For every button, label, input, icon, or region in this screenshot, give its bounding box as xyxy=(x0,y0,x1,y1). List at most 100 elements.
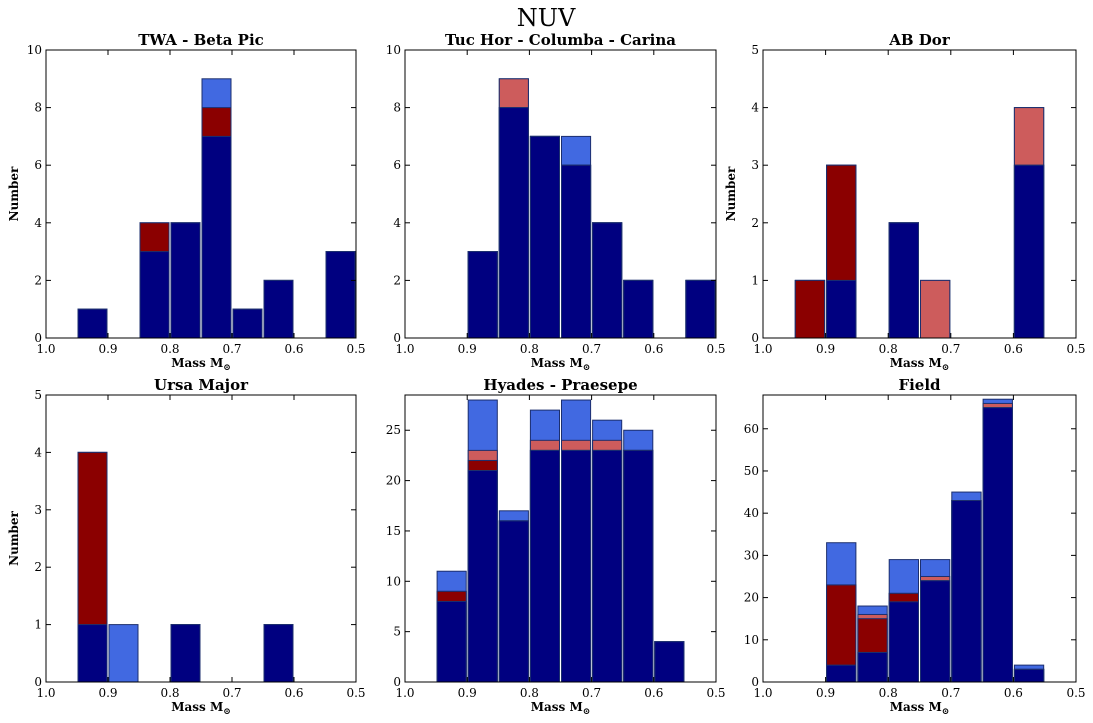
bar-dark xyxy=(561,164,592,339)
y-tick-label: 4 xyxy=(393,216,401,230)
x-tick-label: 0.6 xyxy=(1004,686,1023,700)
axes-frame xyxy=(45,394,357,683)
x-tick-label: 0.5 xyxy=(1066,342,1085,356)
bar-red xyxy=(794,279,826,339)
y-tick-label: 8 xyxy=(34,101,42,115)
x-tick-label: 1.0 xyxy=(753,342,772,356)
y-tick-label: 0 xyxy=(393,331,401,345)
bar-dark xyxy=(592,222,623,339)
y-tick-label: 5 xyxy=(751,43,759,57)
axes-frame xyxy=(762,394,1077,683)
bar-dark xyxy=(623,449,654,683)
panel-3: AB Dor 1.0 0.9 0.8 0.7 0.6 0.5 0 1 2 3 4 5 Mass M⊙ Num… xyxy=(724,31,1086,373)
x-tick-label: 0.7 xyxy=(222,342,241,356)
x-tick-label: 0.5 xyxy=(346,686,365,700)
x-tick-label: 1.0 xyxy=(753,686,772,700)
x-tick-label: 0.6 xyxy=(644,686,663,700)
y-tick-label: 0 xyxy=(751,331,759,345)
bar-dark xyxy=(170,624,201,683)
y-tick-label: 2 xyxy=(34,560,42,574)
y-tick-label: 20 xyxy=(386,474,401,488)
x-axis-label: Mass M⊙ xyxy=(171,356,231,373)
panel-5: Hyades - Praesepe 1.0 0.9 0.8 0.7 0.6 0.5 0 5 10 1… xyxy=(386,376,726,717)
panel-2: Tuc Hor - Columba - Carina 1.0 0.9 0.8 0.7 0.… xyxy=(386,31,726,373)
y-tick-label: 40 xyxy=(744,506,759,520)
y-tick-label: 0 xyxy=(34,675,42,689)
x-tick-label: 0.5 xyxy=(706,342,725,356)
panel-6: Field 1.0 0.9 0.8 0.7 0.6 0.5 0 10 20 30 40 50 60 Mass… xyxy=(744,376,1086,717)
bar-dark xyxy=(263,624,294,683)
y-tick-label: 0 xyxy=(751,675,759,689)
panels: TWA - Beta Pic 1.0 0.9 0.8 0.7 0.6 0.5 0 2 4 6 8 10 M… xyxy=(7,31,1086,717)
x-tick-label: 0.9 xyxy=(458,686,477,700)
x-tick-label: 0.6 xyxy=(644,342,663,356)
x-axis-label: Mass M⊙ xyxy=(531,356,591,373)
x-tick-label: 1.0 xyxy=(395,342,414,356)
y-axis-label: Number xyxy=(724,166,738,221)
x-tick-label: 0.9 xyxy=(98,342,117,356)
bar-dark xyxy=(436,600,467,683)
bar-dark xyxy=(982,407,1013,683)
x-tick-label: 0.8 xyxy=(520,342,539,356)
panel-title: Tuc Hor - Columba - Carina xyxy=(445,31,676,49)
bar-dark xyxy=(561,449,592,683)
y-axis-label: Number xyxy=(7,166,21,221)
x-tick-label: 0.7 xyxy=(941,342,960,356)
bar-dark xyxy=(529,449,561,683)
x-tick-label: 0.5 xyxy=(346,342,365,356)
bar-dark xyxy=(857,651,888,683)
bar-dark xyxy=(920,580,951,683)
x-tick-label: 0.9 xyxy=(98,686,117,700)
axes-frame xyxy=(404,394,717,683)
bar-light-red xyxy=(920,279,951,339)
bar-dark xyxy=(498,107,529,339)
x-tick-label: 0.7 xyxy=(582,342,601,356)
axes-frame xyxy=(45,49,357,339)
y-tick-label: 20 xyxy=(744,591,759,605)
y-tick-label: 10 xyxy=(386,574,401,588)
bar-dark xyxy=(1013,164,1045,339)
x-tick-label: 0.8 xyxy=(520,686,539,700)
bar-dark xyxy=(592,449,623,683)
y-tick-label: 0 xyxy=(34,331,42,345)
x-tick-label: 0.8 xyxy=(879,686,898,700)
y-tick-label: 5 xyxy=(393,625,401,639)
axes-frame xyxy=(404,49,717,339)
x-tick-label: 0.9 xyxy=(458,342,477,356)
x-tick-label: 0.7 xyxy=(941,686,960,700)
bar-dark xyxy=(888,222,920,339)
bar-dark xyxy=(951,500,982,683)
bar-dark xyxy=(201,135,232,339)
x-axis-label: Mass M⊙ xyxy=(531,700,591,717)
bar-dark xyxy=(1013,668,1045,683)
y-tick-label: 2 xyxy=(751,216,759,230)
panel-title: TWA - Beta Pic xyxy=(138,31,264,49)
bar-dark xyxy=(623,279,654,339)
axes-frame xyxy=(762,49,1077,339)
y-tick-label: 50 xyxy=(744,464,759,478)
x-tick-label: 0.9 xyxy=(816,342,835,356)
y-tick-label: 10 xyxy=(744,633,759,647)
bar-dark xyxy=(232,308,263,339)
x-tick-label: 0.6 xyxy=(1004,342,1023,356)
y-tick-label: 10 xyxy=(386,43,401,57)
bar-dark xyxy=(139,251,170,339)
bar-dark xyxy=(467,470,498,683)
bar-dark xyxy=(529,135,561,339)
x-tick-label: 0.8 xyxy=(160,342,179,356)
x-tick-label: 0.6 xyxy=(284,342,303,356)
x-axis-label: Mass M⊙ xyxy=(890,356,950,373)
y-tick-label: 10 xyxy=(27,43,42,57)
bar-dark xyxy=(498,520,529,683)
bar-dark xyxy=(685,279,716,339)
x-tick-label: 0.6 xyxy=(284,686,303,700)
y-tick-label: 25 xyxy=(386,423,401,437)
y-tick-label: 6 xyxy=(393,158,401,172)
bar-total xyxy=(108,624,139,683)
y-tick-label: 30 xyxy=(744,548,759,562)
figure-title: NUV xyxy=(517,4,576,32)
bar-dark xyxy=(826,279,857,339)
panel-title: Ursa Major xyxy=(154,376,249,394)
panel-title: Field xyxy=(898,376,941,394)
